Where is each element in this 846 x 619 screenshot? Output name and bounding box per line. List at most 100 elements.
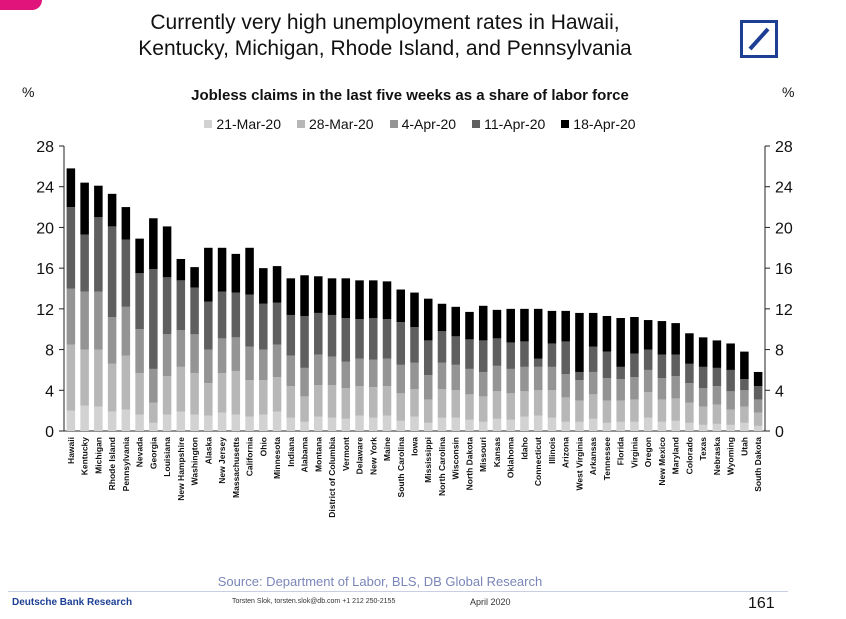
bar-segment <box>314 312 323 355</box>
bar-segment <box>465 394 474 420</box>
bar-segment <box>630 317 639 354</box>
bar-segment <box>520 341 529 367</box>
y-tick-label-right: 8 <box>775 343 784 360</box>
y-tick-label-left: 12 <box>36 302 54 319</box>
bar-segment <box>94 349 103 407</box>
bar-segment <box>272 302 282 345</box>
bar-segment <box>616 318 625 367</box>
bar-segment <box>176 258 186 281</box>
bar-segment <box>465 368 474 395</box>
bar-segment <box>506 308 515 343</box>
bar-segment <box>698 337 708 367</box>
bar-segment <box>355 386 364 416</box>
bar-segment <box>190 414 199 431</box>
bar-segment <box>341 318 351 362</box>
legend-item: 4-Apr-20 <box>389 116 456 132</box>
bar-segment <box>94 406 103 431</box>
bar-segment <box>478 421 488 431</box>
bar-segment <box>382 281 392 320</box>
bar-segment <box>492 365 502 392</box>
bar-segment <box>341 388 351 419</box>
bar-segment <box>685 383 694 403</box>
bar-segment <box>685 402 694 423</box>
x-tick-label: Washington <box>190 437 200 485</box>
bar-segment <box>327 417 337 431</box>
bar-segment <box>245 247 254 295</box>
legend-swatch <box>297 120 306 128</box>
bar-segment <box>671 376 680 399</box>
y-tick-label-right: 12 <box>775 302 793 319</box>
x-tick-label: Michigan <box>93 437 103 474</box>
bar-segment <box>753 425 763 431</box>
page-number: 161 <box>748 595 775 612</box>
bar-segment <box>355 358 364 387</box>
y-tick-label-right: 16 <box>775 261 793 278</box>
bar-segment <box>286 278 296 315</box>
bar-segment <box>286 417 296 431</box>
x-tick-label: Wyoming <box>726 437 736 475</box>
bar-segment <box>190 267 199 288</box>
bar-segment <box>369 280 378 319</box>
y-tick-label-right: 24 <box>775 180 793 197</box>
bar-segment <box>231 337 241 371</box>
bar-segment <box>94 291 103 350</box>
bar-segment <box>327 314 337 357</box>
bar-segment <box>231 414 241 431</box>
bar-segment <box>80 234 89 292</box>
bar-segment <box>176 280 186 331</box>
x-tick-label: Kansas <box>492 437 502 468</box>
bar-segment <box>396 420 406 431</box>
bar-segment <box>217 338 227 373</box>
bar-segment <box>80 182 89 235</box>
bar-segment <box>712 423 722 431</box>
x-tick-label: Colorado <box>684 437 694 474</box>
bar-segment <box>437 331 447 363</box>
bar-segment <box>685 363 694 384</box>
bar-segment <box>204 349 213 384</box>
bar-segment <box>121 355 131 410</box>
bar-segment <box>506 342 515 369</box>
bar-segment <box>602 315 612 352</box>
legend-item: 21-Mar-20 <box>204 116 281 132</box>
bar-segment <box>204 415 213 431</box>
legend-item: 18-Apr-20 <box>561 116 636 132</box>
bar-segment <box>643 349 653 370</box>
bar-segment <box>176 366 186 412</box>
bar-segment <box>520 416 529 431</box>
x-tick-label: Indiana <box>286 437 296 467</box>
bar-segment <box>451 336 460 365</box>
x-tick-label: Nebraska <box>712 437 722 476</box>
bar-segment <box>520 308 529 342</box>
x-tick-label: California <box>245 437 255 476</box>
bar-segment <box>217 247 227 292</box>
bar-segment <box>259 268 268 304</box>
bar-segment <box>753 386 763 400</box>
bar-segment <box>300 315 309 368</box>
x-tick-label: Nevada <box>135 437 145 468</box>
x-tick-label: Massachusetts <box>231 437 241 498</box>
x-tick-label: South Dakota <box>753 437 763 492</box>
bar-segment <box>423 298 433 341</box>
x-tick-label: New Mexico <box>657 437 667 486</box>
bar-segment <box>369 387 378 418</box>
legend-item: 28-Mar-20 <box>297 116 374 132</box>
bar-segment <box>671 420 680 431</box>
bar-segment <box>547 390 557 418</box>
bar-segment <box>286 314 296 356</box>
bar-segment <box>314 276 323 313</box>
bar-segment <box>410 362 419 390</box>
x-tick-label: Arkansas <box>588 437 598 476</box>
bar-segment <box>698 424 708 431</box>
x-tick-label: Florida <box>616 437 626 466</box>
chart-legend: 21-Mar-20 28-Mar-20 4-Apr-20 11-Apr-20 18-Ap… <box>140 116 700 132</box>
x-tick-label: Hawaii <box>66 437 76 464</box>
y-axis-unit-left: % <box>22 84 35 100</box>
bar-segment <box>478 340 488 372</box>
bar-segment <box>217 372 227 413</box>
x-tick-label: Mississippi <box>423 437 433 483</box>
bar-segment <box>382 358 392 387</box>
x-tick-label: Alaska <box>203 437 213 465</box>
bar-segment <box>451 306 460 337</box>
bar-segment <box>272 344 282 378</box>
legend-label: 11-Apr-20 <box>484 116 546 132</box>
